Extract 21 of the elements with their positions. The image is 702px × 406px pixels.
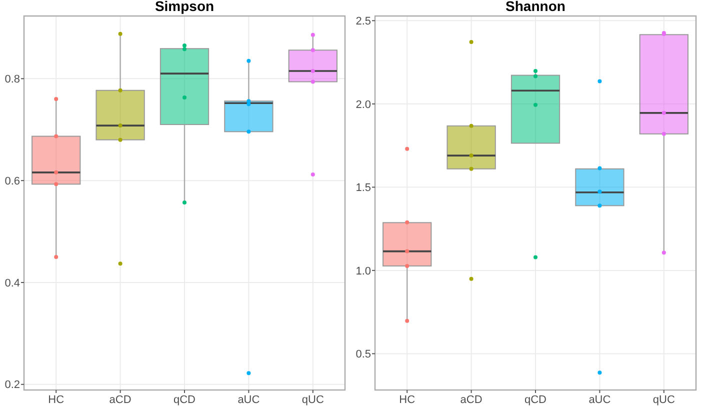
x-tick-label: HC [399,394,416,406]
chart-title: Shannon [506,0,566,14]
chart-title: Simpson [154,0,214,14]
y-tick-label: 0.2 [4,379,20,392]
y-tick-label: 0.4 [4,277,20,290]
y-tick-label: 0.5 [356,348,371,361]
x-tick-label: qUC [302,394,324,406]
x-tick-label: qUC [652,394,675,406]
x-tick-label: aUC [238,394,260,406]
y-tick-label: 0.6 [4,175,20,188]
x-tick-label: qCD [173,394,196,406]
y-tick-label: 2.5 [356,16,371,28]
x-tick-label: aCD [460,394,482,406]
y-tick-label: 0.8 [4,74,20,86]
y-tick-label: 2.0 [356,98,371,111]
y-tick-label: 1.5 [356,182,371,194]
y-tick-label: 1.0 [356,265,371,278]
x-tick-label: aCD [109,394,132,406]
x-tick-label: HC [48,394,64,406]
x-tick-label: qCD [524,394,547,406]
x-tick-label: aUC [588,394,611,406]
